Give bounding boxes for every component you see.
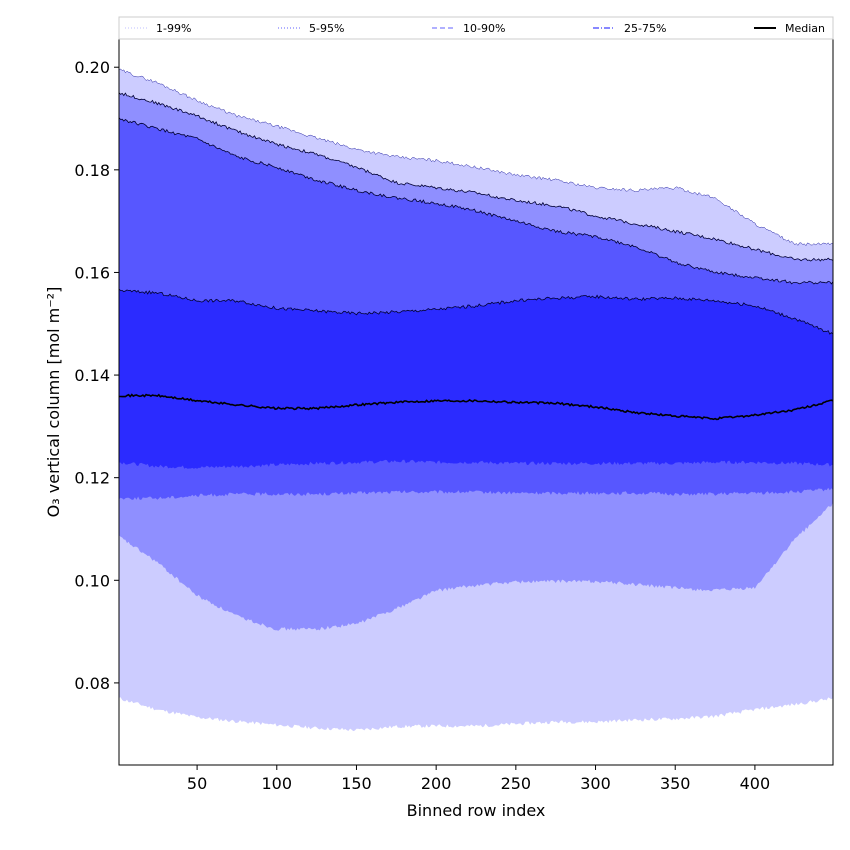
median-line <box>119 393 834 421</box>
band-upper-edge-25-75% <box>118 288 834 335</box>
legend-label: 10-90% <box>463 22 505 35</box>
band-25-75% <box>119 289 833 469</box>
percentile-edges <box>118 68 834 335</box>
legend-label: Median <box>785 22 825 35</box>
y-axis-ticks: 0.08 0.10 0.12 0.14 0.16 0.18 0.20 <box>74 58 119 693</box>
x-tick-label: 150 <box>341 774 372 793</box>
legend-label: 25-75% <box>624 22 666 35</box>
y-tick-label: 0.08 <box>74 674 110 693</box>
x-axis-ticks: 50 100 150 200 250 300 350 400 <box>187 765 770 793</box>
y-tick-label: 0.12 <box>74 469 110 488</box>
x-tick-label: 100 <box>262 774 293 793</box>
band-upper-edge-10-90% <box>118 117 834 285</box>
x-axis-label: Binned row index <box>407 801 546 820</box>
y-tick-label: 0.10 <box>74 571 110 590</box>
x-tick-label: 250 <box>501 774 532 793</box>
x-tick-label: 400 <box>740 774 771 793</box>
y-axis-label: O₃ vertical column [mol m⁻²] <box>44 287 63 518</box>
legend-label: 5-95% <box>309 22 344 35</box>
y-tick-label: 0.20 <box>74 58 110 77</box>
band-upper-edge-5-95% <box>118 92 834 262</box>
y-tick-label: 0.14 <box>74 366 110 385</box>
median-layer <box>119 393 834 421</box>
legend-label: 1-99% <box>156 22 191 35</box>
band-upper-edge-1-99% <box>118 68 834 247</box>
y-tick-label: 0.18 <box>74 161 110 180</box>
x-tick-label: 350 <box>660 774 691 793</box>
x-tick-label: 200 <box>421 774 452 793</box>
y-tick-label: 0.16 <box>74 263 110 282</box>
legend-frame <box>118 16 834 40</box>
x-tick-label: 300 <box>580 774 611 793</box>
legend: 1-99% 5-95% 10-90% 25-75% Median <box>118 16 834 40</box>
x-tick-label: 50 <box>187 774 207 793</box>
